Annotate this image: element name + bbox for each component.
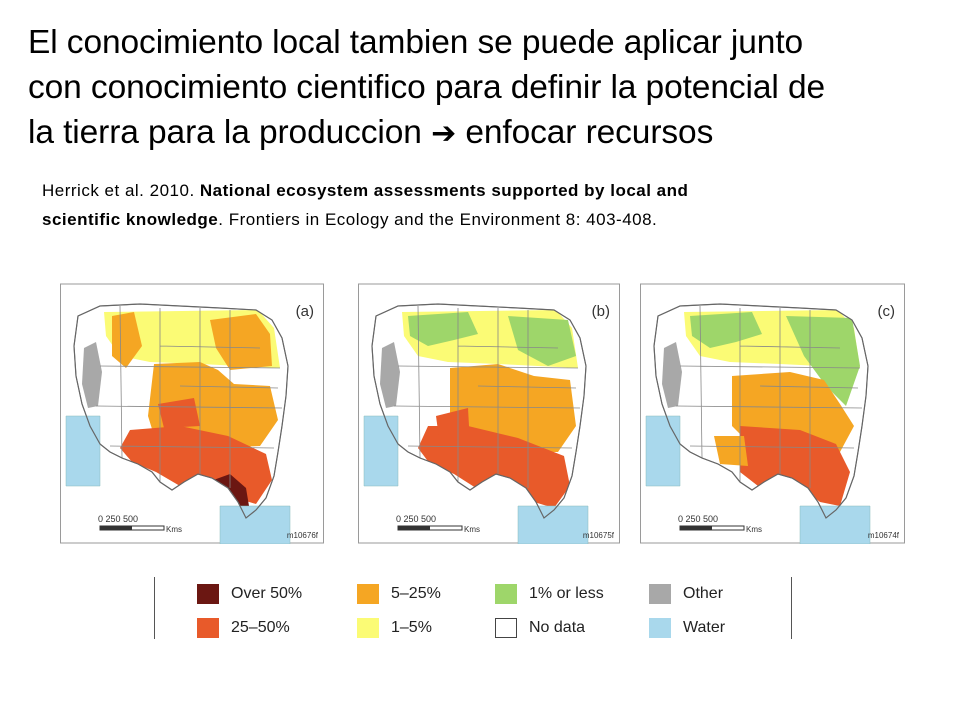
- water-area: [799, 505, 871, 544]
- land-border: [73, 303, 289, 519]
- title-line-3-start: la tierra para la produccion: [28, 114, 422, 151]
- figure-code: m10675f: [583, 531, 615, 540]
- water-area: [219, 505, 291, 544]
- water-area: [645, 415, 681, 487]
- map-panel-b: (b) 0 250 500 Kms m10675f: [358, 276, 620, 544]
- map-region: [436, 408, 470, 446]
- legend-label: Water: [683, 619, 726, 636]
- panel-label: (a): [296, 303, 314, 320]
- map-panel-c: (c) 0 250 500 Kms m10674f: [640, 276, 905, 544]
- scale-bar-fill: [100, 526, 132, 530]
- water-area: [517, 505, 589, 544]
- slide-title: El conocimiento local tambien se puede a…: [28, 20, 938, 156]
- legend-swatch: [649, 618, 671, 638]
- other-area: [380, 342, 400, 408]
- scale-unit: Kms: [166, 525, 182, 534]
- map-region: [508, 316, 576, 366]
- legend-swatch: [357, 618, 379, 638]
- citation-authors: Herrick et al. 2010.: [42, 181, 200, 200]
- legend-label: 1–5%: [391, 619, 432, 636]
- legend-swatch: [495, 618, 517, 638]
- legend-label: 5–25%: [391, 585, 441, 602]
- citation-article-title: National ecosystem assessments supported…: [42, 181, 689, 229]
- figure-code: m10674f: [868, 531, 900, 540]
- title-line-3-end: enfocar recursos: [465, 114, 714, 151]
- panel-label: (c): [878, 303, 896, 320]
- citation: Herrick et al. 2010. National ecosystem …: [42, 176, 702, 234]
- legend-swatch: [649, 584, 671, 604]
- map-region: [714, 436, 748, 466]
- title-line-2: con conocimiento cientifico para definir…: [28, 69, 826, 106]
- map-panel-a: (a) 0 250 500 Kms m10676f: [60, 276, 324, 544]
- map-region: [112, 312, 142, 368]
- map-regions: [684, 310, 860, 506]
- legend-swatch: [197, 584, 219, 604]
- state-boundaries: [393, 305, 581, 488]
- water-area: [363, 415, 399, 487]
- legend-label: Other: [683, 585, 724, 602]
- legend-swatch: [357, 584, 379, 604]
- legend-label: No data: [529, 619, 586, 636]
- map-region: [210, 314, 272, 370]
- scale-label: 0 250 500: [98, 514, 138, 524]
- map-region: [740, 426, 850, 506]
- figure-code: m10676f: [287, 531, 319, 540]
- right-arrow-icon: ➔: [431, 116, 457, 151]
- map-region: [690, 312, 762, 348]
- panel-label: (b): [592, 303, 610, 320]
- map-regions: [104, 310, 280, 514]
- state-boundaries: [675, 305, 863, 488]
- scale-unit: Kms: [464, 525, 480, 534]
- legend-label: 1% or less: [529, 585, 604, 602]
- legend-swatch: [495, 584, 517, 604]
- other-area: [82, 342, 102, 408]
- legend-label: Over 50%: [231, 585, 303, 602]
- scale-label: 0 250 500: [678, 514, 718, 524]
- water-area: [65, 415, 101, 487]
- scale-bar-fill: [398, 526, 430, 530]
- legend-label: 25–50%: [231, 619, 290, 636]
- citation-journal: . Frontiers in Ecology and the Environme…: [218, 210, 658, 229]
- scale-bar-fill: [680, 526, 712, 530]
- title-line-1: El conocimiento local tambien se puede a…: [28, 24, 804, 61]
- other-area: [662, 342, 682, 408]
- map-region: [786, 316, 860, 406]
- legend-swatch: [197, 618, 219, 638]
- map-svg: (a) 0 250 500 Kms m10676f: [60, 283, 324, 544]
- map-legend: Over 50% 25–50% 5–25% 1–5% 1% or less No…: [154, 577, 792, 639]
- map-region: [158, 398, 200, 428]
- state-boundaries: [95, 305, 283, 488]
- map-svg: (c) 0 250 500 Kms m10674f: [640, 283, 905, 544]
- map-svg: (b) 0 250 500 Kms m10675f: [358, 283, 620, 544]
- land-border: [653, 303, 869, 519]
- scale-label: 0 250 500: [396, 514, 436, 524]
- land-border: [371, 303, 587, 519]
- scale-unit: Kms: [746, 525, 762, 534]
- map-region: [408, 312, 478, 346]
